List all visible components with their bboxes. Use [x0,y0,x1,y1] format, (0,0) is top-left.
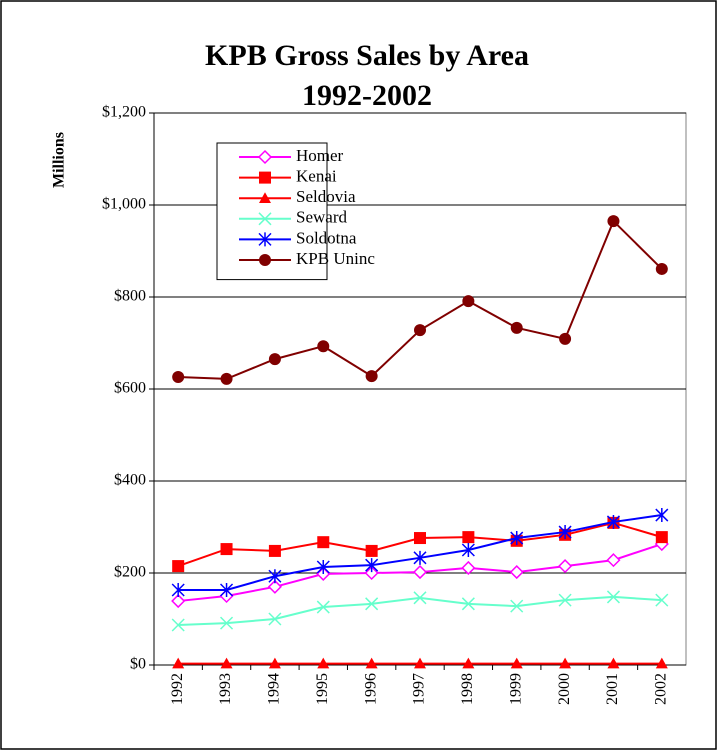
x-tick-label: 1992 [169,673,186,705]
legend-marker [258,212,272,226]
legend-marker [259,192,271,203]
marker [655,657,668,669]
marker [655,531,668,544]
marker [606,553,621,568]
marker [365,370,378,383]
x-tick-label: 2002 [652,673,669,705]
x-tick-label: 1995 [314,673,331,705]
marker [172,371,185,384]
y-tick-label: $600 [114,380,146,397]
marker [365,597,379,611]
y-tick-label: $800 [114,288,146,305]
marker [172,560,185,573]
marker [365,544,378,557]
marker [655,593,669,607]
marker [171,618,185,632]
marker [317,536,330,549]
chart-subtitle: 1992-2002 [302,79,432,112]
marker [606,590,620,604]
x-tick-label: 1998 [459,673,476,705]
marker [461,560,476,576]
legend-marker [257,149,273,165]
marker [268,353,281,366]
marker [316,600,330,614]
marker [655,262,668,275]
marker [220,543,233,556]
marker [606,514,620,529]
marker [607,657,620,669]
legend-label: Soldotna [296,228,357,247]
marker [267,579,282,594]
marker [413,591,427,605]
legend-marker [259,254,271,266]
legend-label: Homer [296,146,344,165]
marker [171,593,186,609]
marker [364,565,379,581]
x-tick-label: 1997 [411,673,428,705]
marker [462,295,475,308]
marker [220,583,234,598]
marker [172,657,185,669]
marker [510,321,523,334]
marker [220,657,233,669]
marker [412,565,428,580]
marker [510,531,524,546]
marker [414,532,426,545]
x-tick-label: 2001 [604,673,621,705]
marker [317,657,330,669]
marker [316,560,330,575]
marker [171,583,185,598]
marker [559,332,572,345]
marker [461,597,475,611]
marker [559,657,572,669]
marker [607,215,620,228]
x-tick-label: 1993 [217,673,234,705]
legend-box [216,142,328,281]
marker [365,558,379,573]
y-tick-label: $0 [130,656,146,673]
marker [461,543,475,557]
legend-marker [259,171,271,184]
legend-label: Kenai [296,167,337,186]
y-tick-label: $1,200 [102,104,146,121]
marker [510,657,523,669]
x-tick-label: 2000 [556,673,573,705]
marker [317,340,330,353]
legend-label: KPB Uninc [296,249,375,268]
marker [220,616,234,630]
legend-label: Seldovia [296,187,356,206]
legend-label: Seward [296,208,347,227]
marker [220,372,233,385]
y-tick-label: $1,000 [102,196,146,213]
y-tick-label: $200 [114,564,146,581]
x-tick-label: 1994 [266,673,283,705]
marker [414,324,426,337]
marker [268,544,281,557]
legend-marker [258,232,272,247]
y-tick-label: $400 [114,472,146,489]
marker [462,657,475,669]
marker [462,531,475,544]
marker [509,565,524,580]
x-tick-label: 1999 [507,673,524,705]
marker [655,508,669,523]
marker [268,569,282,584]
marker [558,525,572,540]
chart-title: KPB Gross Sales by Area [205,39,529,72]
x-tick-label: 1996 [362,673,379,705]
marker [558,559,573,574]
marker [413,550,427,565]
marker [510,599,524,613]
marker [558,593,572,607]
marker [365,657,378,669]
marker [268,612,282,626]
marker [414,657,426,669]
y-axis-label: Millions [51,132,68,188]
marker [268,657,281,669]
